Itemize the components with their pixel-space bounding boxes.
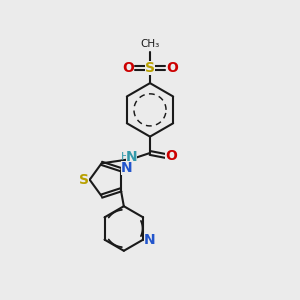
Text: N: N [121,161,133,175]
Text: H: H [121,152,129,161]
Text: S: S [79,173,89,187]
Text: N: N [126,149,137,164]
Text: O: O [166,149,177,163]
Text: CH₃: CH₃ [140,39,160,49]
Text: O: O [166,61,178,75]
Text: N: N [144,232,155,247]
Text: S: S [145,61,155,75]
Text: O: O [122,61,134,75]
